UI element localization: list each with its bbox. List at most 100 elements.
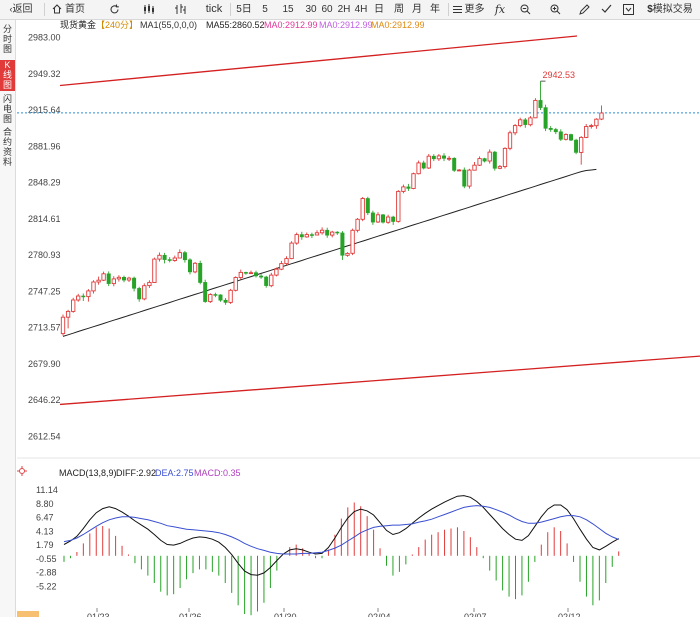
- macd-y-tick-label: -2.88: [36, 568, 57, 578]
- candle-body: [568, 134, 573, 141]
- candle: [385, 214, 391, 224]
- candle: [96, 276, 101, 285]
- candlestick-icon: [144, 4, 154, 14]
- macd-name: MACD(13,8,9): [59, 468, 117, 478]
- sidebar-tab-flash[interactable]: 闪电图: [0, 94, 15, 125]
- candle: [391, 215, 396, 225]
- candle-body: [192, 262, 198, 273]
- candle-body: [360, 198, 365, 220]
- candle: [370, 210, 375, 225]
- sim-trade-button[interactable]: $模拟交易: [642, 0, 698, 19]
- period-label: 日: [374, 4, 384, 15]
- candle-body: [335, 231, 340, 234]
- candle-body: [198, 262, 203, 283]
- candle: [375, 212, 381, 223]
- candle: [589, 123, 594, 129]
- sidebar: 分时图 K线图 闪电图 合约资料: [0, 20, 16, 617]
- candle-body: [502, 147, 508, 168]
- candle-body: [416, 162, 421, 175]
- zoom-in-button[interactable]: [548, 0, 564, 19]
- period-button[interactable]: 5日: [235, 0, 253, 19]
- candle-body: [538, 100, 543, 108]
- tick-button[interactable]: tick: [202, 0, 226, 19]
- period-button[interactable]: 15: [279, 0, 297, 19]
- home-icon: [52, 4, 62, 14]
- candle-body: [86, 290, 91, 298]
- home-button[interactable]: 首页: [52, 0, 86, 19]
- candle-body: [279, 263, 284, 270]
- formula-button[interactable]: fx: [492, 0, 508, 19]
- period-button[interactable]: 年: [429, 0, 441, 19]
- period-button[interactable]: 5: [259, 0, 271, 19]
- candle-body: [375, 214, 381, 223]
- candle-body: [355, 218, 360, 231]
- candle-body: [76, 295, 81, 301]
- candle: [350, 228, 355, 256]
- toolbar-divider: [44, 3, 45, 16]
- candle-body: [599, 112, 604, 120]
- candle-body: [512, 125, 518, 134]
- candle: [462, 167, 467, 189]
- draw-line-button[interactable]: [577, 0, 593, 19]
- candle: [355, 218, 360, 233]
- candle-body: [314, 232, 320, 236]
- x-tick-label: 01/23: [87, 612, 110, 617]
- period-button[interactable]: 日: [373, 0, 385, 19]
- candle: [269, 272, 274, 288]
- back-label: 返回: [12, 4, 33, 15]
- period-button[interactable]: 60: [318, 0, 336, 19]
- kline-icon-button[interactable]: [140, 0, 158, 19]
- sidebar-tab-label: K线图: [2, 60, 12, 90]
- period-button[interactable]: 2H: [335, 0, 353, 19]
- macd-hist-value: MACD:0.35: [194, 468, 241, 478]
- y-tick-label: 2747.25: [28, 286, 61, 296]
- candle: [528, 116, 533, 127]
- candle-body: [152, 258, 157, 283]
- candle: [421, 160, 426, 170]
- refresh-button[interactable]: [106, 0, 124, 19]
- back-button[interactable]: ‹返回: [2, 0, 40, 19]
- more-button[interactable]: 更多: [452, 0, 486, 19]
- period-label: 15: [282, 4, 294, 15]
- candle-body: [441, 155, 446, 159]
- candle-body: [208, 294, 213, 303]
- draw-tools-button[interactable]: [599, 0, 615, 19]
- zoom-out-button[interactable]: [518, 0, 534, 19]
- candle-body: [553, 129, 558, 133]
- more-label: 更多: [464, 4, 485, 15]
- candle-body: [340, 232, 345, 256]
- x-tick-label: 02/07: [464, 612, 487, 617]
- candle: [330, 230, 335, 238]
- period-label: 周: [394, 4, 404, 15]
- candle-body: [350, 229, 355, 254]
- candle: [467, 168, 472, 189]
- ma-params: MA1(55,0,0,0): [140, 20, 197, 30]
- candle-body: [203, 282, 208, 302]
- candle: [309, 232, 314, 238]
- candle-body: [477, 158, 482, 166]
- zoom-out-icon: [520, 4, 531, 15]
- indicator-settings-icon[interactable]: [17, 466, 27, 476]
- period-button[interactable]: 30: [302, 0, 320, 19]
- period-button[interactable]: 4H: [352, 0, 370, 19]
- dropdown-button[interactable]: [621, 0, 637, 19]
- candle: [314, 230, 320, 236]
- sidebar-tab-contract-info[interactable]: 合约资料: [0, 127, 15, 169]
- candle: [259, 274, 264, 279]
- candle-body: [385, 216, 391, 223]
- candle: [213, 292, 218, 298]
- candle: [487, 149, 492, 164]
- candle: [512, 124, 518, 136]
- candle: [380, 214, 385, 224]
- bar-chart-button[interactable]: [172, 0, 190, 19]
- candle-body: [122, 276, 127, 281]
- sidebar-tab-kline[interactable]: K线图: [0, 60, 15, 91]
- candle: [568, 133, 573, 141]
- macd-diff-value: DIFF:2.92: [116, 468, 156, 478]
- period-button[interactable]: 周: [393, 0, 405, 19]
- period-button[interactable]: 月: [411, 0, 423, 19]
- candle: [294, 232, 299, 245]
- y-tick-label: 2780.93: [28, 250, 61, 260]
- sidebar-tab-intraday[interactable]: 分时图: [0, 24, 15, 55]
